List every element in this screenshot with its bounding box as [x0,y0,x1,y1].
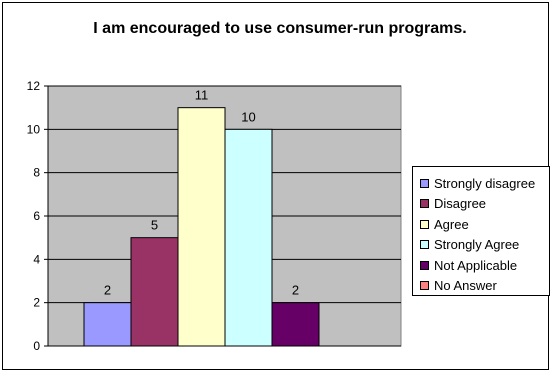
y-tick-label: 10 [27,122,41,136]
bar-4 [271,302,320,347]
bar-1 [130,237,179,347]
legend-label: Strongly disagree [434,175,536,191]
legend-swatch [420,281,429,291]
data-label-1: 5 [151,218,158,233]
legend-item: Strongly Agree [420,235,549,256]
y-tick-label: 6 [33,209,40,223]
y-tick-label: 4 [33,252,40,266]
legend-swatch [420,240,429,250]
legend-item: Not Applicable [420,255,549,276]
legend-label: Not Applicable [434,257,518,273]
legend-item: No Answer [420,276,549,297]
legend-item: Disagree [420,194,549,215]
legend-label: Agree [434,216,469,232]
legend-label: Disagree [434,196,487,212]
data-label-0: 2 [104,283,111,298]
y-tick-label: 12 [27,79,41,93]
legend-item: Agree [420,214,549,235]
legend-item: Strongly disagree [420,173,549,194]
chart-title: I am encouraged to use consumer-run prog… [93,20,467,37]
bar-3 [224,128,273,347]
bar-0 [83,302,132,347]
y-tick-label: 0 [33,339,40,353]
bar-2 [177,107,226,347]
legend-swatch [420,199,429,209]
legend-swatch [420,178,429,188]
data-label-2: 11 [195,88,209,103]
data-label-3: 10 [241,109,255,124]
legend-label: No Answer [434,278,497,294]
chart-legend: Strongly disagree Disagree Agree Strongly A… [412,166,550,296]
legend-swatch [420,260,429,270]
data-label-4: 2 [292,283,299,298]
y-tick-label: 2 [33,296,40,310]
y-tick-label: 8 [33,166,40,180]
legend-swatch [420,219,429,229]
legend-label: Strongly Agree [434,237,520,253]
